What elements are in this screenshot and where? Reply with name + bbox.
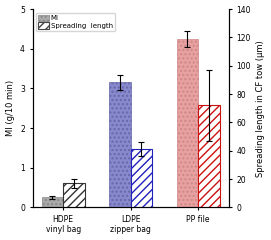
Bar — [177, 39, 198, 207]
Legend: MI, Spreading  length: MI, Spreading length — [36, 12, 115, 31]
Bar — [131, 149, 152, 207]
Bar — [109, 83, 131, 207]
Bar — [63, 183, 85, 207]
Bar — [198, 105, 220, 207]
Y-axis label: MI (g/10 min): MI (g/10 min) — [6, 80, 15, 136]
Y-axis label: Spreading length in CF tow (μm): Spreading length in CF tow (μm) — [256, 40, 265, 177]
Bar — [41, 198, 63, 207]
